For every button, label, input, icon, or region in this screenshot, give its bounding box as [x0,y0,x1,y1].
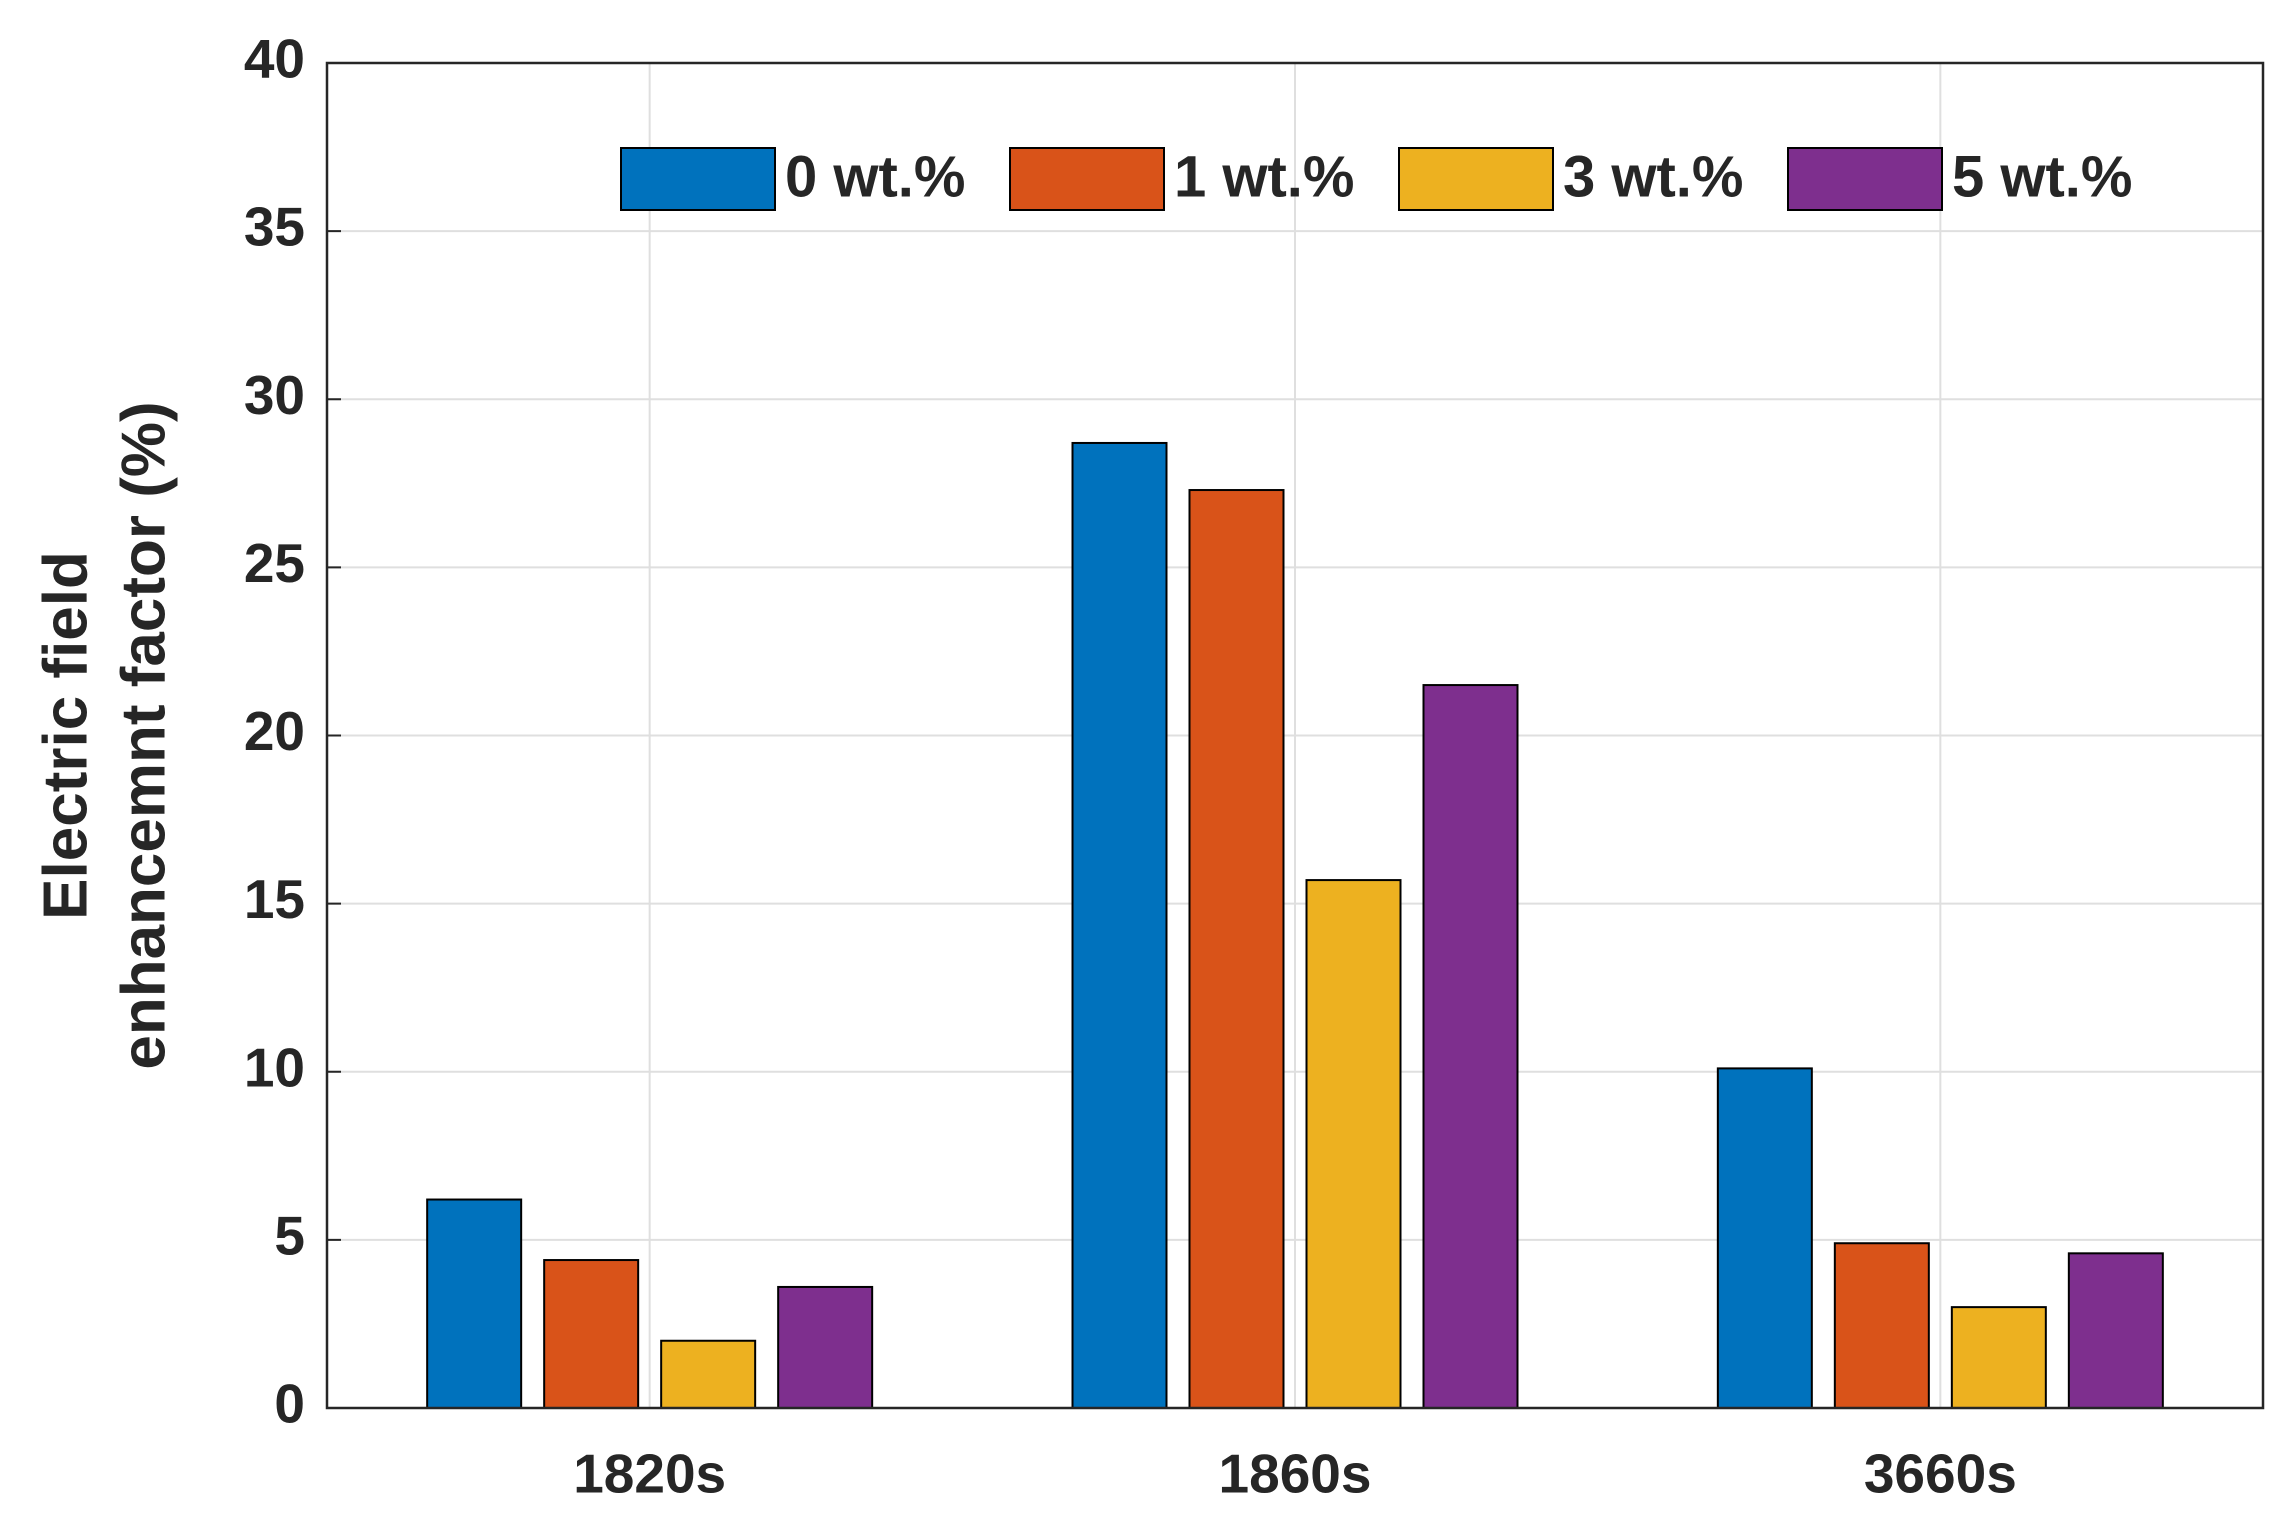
y-tick-label: 30 [244,364,305,426]
bar [1188,489,1285,1410]
y-tick-label: 25 [244,532,305,594]
bar [543,1259,640,1410]
bar [1071,441,1168,1409]
y-tick-label: 10 [244,1036,305,1098]
bar [660,1339,757,1409]
bar [1305,879,1402,1409]
legend-label: 5 wt.% [1952,144,2133,209]
bar [1950,1306,2047,1409]
x-tick-label: 1820s [573,1443,726,1505]
bar [1422,684,1519,1409]
x-tick-label: 3660s [1864,1443,2017,1505]
legend-label: 0 wt.% [785,144,966,209]
legend-label: 1 wt.% [1174,144,1355,209]
plot-frame [325,61,2265,1410]
legend-swatch [1009,147,1165,211]
legend-swatch [1787,147,1943,211]
legend-swatch [1398,147,1554,211]
y-tick-label: 5 [274,1204,305,1266]
y-tick-label: 15 [244,868,305,930]
legend-label: 3 wt.% [1563,144,1744,209]
legend-swatch [620,147,776,211]
x-tick-label: 1860s [1219,1443,1372,1505]
y-tick-label: 35 [244,196,305,258]
y-axis-label: enhancemnt factor (%) [109,401,178,1069]
y-tick-label: 40 [244,28,305,90]
bar [2067,1252,2164,1409]
bar [777,1285,874,1409]
bar [1833,1242,1930,1410]
bar [1716,1067,1813,1409]
y-tick-label: 20 [244,700,305,762]
bar [426,1198,523,1410]
y-axis-label: Electric field [31,551,100,920]
y-tick-label: 0 [274,1373,305,1435]
